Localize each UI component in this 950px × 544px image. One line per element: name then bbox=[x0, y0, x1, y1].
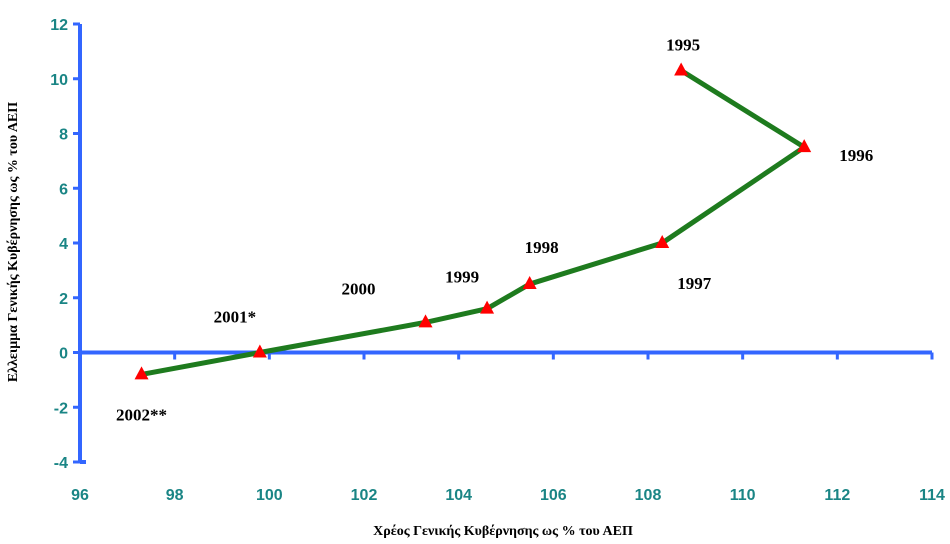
x-tick-label: 102 bbox=[351, 487, 378, 504]
x-axis-title: Χρέος Γενικής Κυβέρνησης ως % του ΑΕΠ bbox=[373, 524, 633, 539]
data-point-label: 2000 bbox=[342, 279, 376, 298]
data-point-marker bbox=[480, 300, 495, 314]
x-tick-label: 98 bbox=[166, 487, 184, 504]
x-tick-label: 106 bbox=[540, 487, 567, 504]
data-point-marker bbox=[655, 234, 670, 248]
y-axis-title: Ελλειμμα Γενικής Κυβέρνησης ως % του ΑΕΠ bbox=[6, 102, 21, 382]
y-tick-label: 2 bbox=[59, 291, 68, 308]
x-tick-label: 104 bbox=[445, 487, 472, 504]
y-tick-label: 6 bbox=[59, 181, 68, 198]
data-point-marker bbox=[674, 62, 689, 76]
x-tick-label: 110 bbox=[730, 487, 756, 504]
series bbox=[134, 62, 812, 380]
series-line bbox=[141, 68, 807, 377]
data-point-marker bbox=[797, 139, 812, 153]
data-point-label: 1995 bbox=[666, 36, 700, 55]
y-tick-label: 10 bbox=[50, 72, 68, 89]
data-point-marker bbox=[252, 344, 267, 358]
data-point-label: 1998 bbox=[525, 238, 559, 257]
x-tick-label: 100 bbox=[256, 487, 283, 504]
x-tick-label: 108 bbox=[635, 487, 662, 504]
y-tick-label: -2 bbox=[54, 400, 68, 417]
y-tick-labels: 12 10 8 6 4 2 0 -2 -4 bbox=[50, 17, 68, 472]
x-tick-label: 112 bbox=[824, 487, 850, 504]
axes bbox=[73, 22, 934, 464]
data-point-label: 1997 bbox=[677, 274, 712, 293]
y-tick-label: 4 bbox=[59, 236, 68, 253]
x-tick-labels: 96 98 100 102 104 106 108 110 112 114 bbox=[71, 487, 945, 504]
data-point-marker bbox=[418, 314, 433, 328]
x-tick-label: 96 bbox=[71, 487, 89, 504]
y-tick-label: 8 bbox=[59, 127, 68, 144]
data-point-marker bbox=[522, 276, 537, 290]
x-tick-label: 114 bbox=[919, 487, 945, 504]
data-point-label: 1996 bbox=[839, 146, 873, 165]
y-tick-label: -4 bbox=[54, 455, 68, 472]
data-point-label: 1999 bbox=[445, 268, 479, 287]
data-point-marker bbox=[134, 366, 149, 380]
y-tick-label: 0 bbox=[59, 346, 68, 363]
data-point-label: 2002** bbox=[116, 405, 167, 424]
y-tick-label: 12 bbox=[50, 17, 68, 34]
data-point-label: 2001* bbox=[214, 308, 257, 327]
point-labels: 1995 1996 1997 1998 1999 2000 2001* 2002** bbox=[116, 36, 873, 425]
